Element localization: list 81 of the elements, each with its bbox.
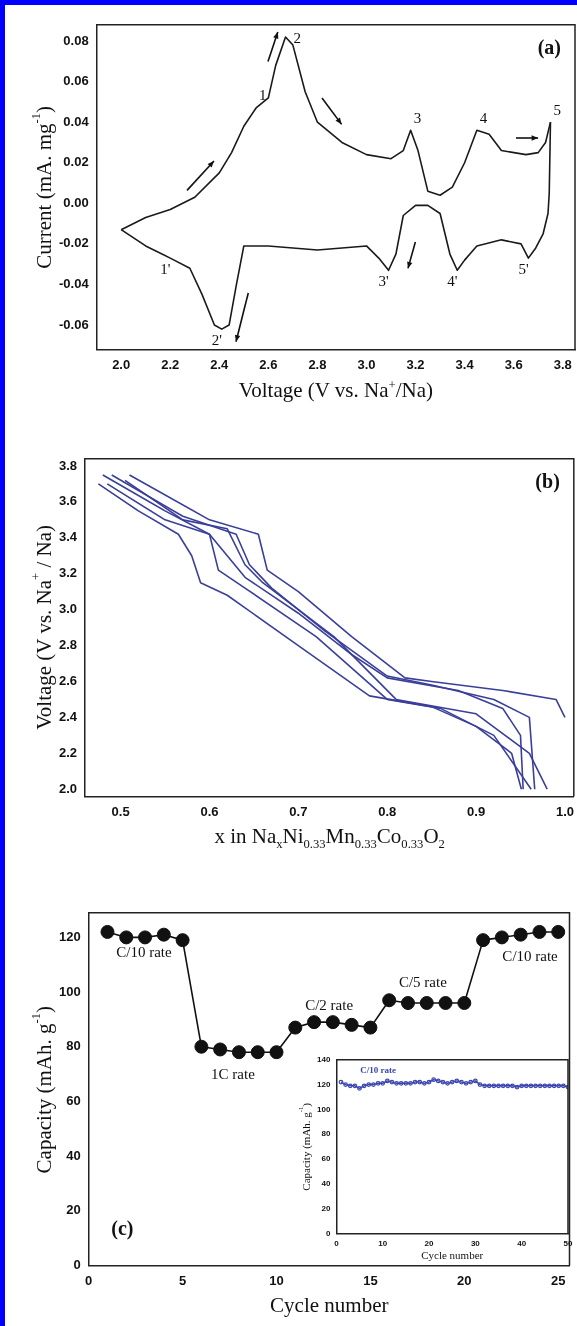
x-tick-label: 1.0: [555, 803, 574, 819]
x-tick-label: 2.4: [210, 356, 230, 372]
annotation: 3: [413, 109, 422, 126]
x-tick-label: 10: [378, 1239, 388, 1249]
y-tick-label: 80: [66, 1038, 81, 1054]
x-tick-label: 3.6: [504, 356, 523, 372]
y-tick-label: 2.8: [58, 637, 78, 653]
y-tick-label: 0.04: [63, 113, 90, 129]
x-tick-label: 0.7: [289, 803, 308, 819]
annotation: (a): [537, 35, 561, 59]
x-tick-label: 0.9: [467, 803, 486, 819]
y-tick-label: 0.08: [63, 32, 89, 48]
x-tick-label: 2.2: [161, 356, 180, 372]
y-tick-label: 3.6: [58, 493, 78, 509]
y-tick-label: 40: [66, 1147, 81, 1163]
x-tick-label: 15: [363, 1272, 378, 1288]
y-tick-label: 0.06: [63, 73, 89, 89]
y-tick-label: 20: [66, 1202, 81, 1218]
x-tick-label: 2.6: [259, 356, 278, 372]
annotation: C/10 rate: [116, 944, 173, 961]
x-tick-label: 3.0: [357, 356, 376, 372]
annotation: 2: [293, 29, 302, 46]
y-tick-label: -0.02: [58, 235, 89, 251]
annotation: C/10 rate: [360, 1064, 397, 1075]
x-tick-label: 3.8: [553, 356, 572, 372]
y-tick-label: 3.2: [58, 565, 78, 581]
y-tick-label: 3.0: [58, 601, 78, 617]
y-tick-label: 3.4: [58, 529, 78, 545]
y-tick-label: 60: [66, 1092, 81, 1108]
x-tick-label: 0: [334, 1239, 340, 1249]
annotation: (b): [535, 469, 560, 493]
x-axis-title: Cycle number: [270, 1293, 389, 1317]
annotation: (c): [111, 1217, 134, 1241]
y-tick-label: 120: [58, 928, 81, 944]
y-tick-label: 3.8: [58, 457, 78, 473]
y-tick-label: 2.6: [58, 673, 78, 689]
y-tick-label: 2.2: [58, 744, 78, 760]
x-tick-label: 0.6: [200, 803, 219, 819]
x-tick-label: 2.0: [112, 356, 131, 372]
annotation: 3': [378, 272, 390, 289]
annotation: 1C rate: [211, 1065, 256, 1082]
x-tick-label: 5: [178, 1272, 187, 1288]
y-tick-label: 2.0: [58, 780, 78, 796]
x-axis-title: Cycle number: [421, 1249, 484, 1261]
x-tick-label: 20: [457, 1272, 472, 1288]
y-tick-label: 120: [316, 1079, 331, 1089]
y-tick-label: 20: [321, 1203, 331, 1213]
x-tick-label: 10: [269, 1272, 284, 1288]
annotation: C/10 rate: [502, 947, 559, 964]
y-tick-label: 100: [58, 983, 81, 999]
annotation: 1: [259, 87, 267, 104]
y-tick-label: -0.06: [58, 316, 89, 332]
y-tick-label: 80: [321, 1129, 331, 1139]
y-tick-label: -0.04: [58, 276, 90, 292]
x-tick-label: 3.2: [406, 356, 425, 372]
annotation: 5: [553, 101, 561, 118]
x-axis-title: Voltage (V vs. Na$^{+}$/Na): [238, 378, 433, 402]
x-tick-label: 30: [470, 1239, 481, 1249]
annotation: C/5 rate: [398, 974, 448, 991]
y-tick-label: 0: [73, 1256, 81, 1272]
y-tick-label: 140: [316, 1055, 331, 1064]
y-tick-label: 0.00: [63, 194, 89, 210]
y-tick-label: 0: [325, 1228, 331, 1238]
x-tick-label: 3.4: [455, 356, 475, 372]
text: x in Na$_{x}$Ni$_{0.33}$Mn$_{0.33}$Co$_{0.33}$O$_{2}$: [214, 824, 445, 852]
y-tick-label: 0.02: [63, 154, 89, 170]
y-tick-label: 60: [321, 1154, 331, 1164]
annotation: 1': [160, 260, 171, 277]
x-tick-label: 25: [551, 1272, 566, 1288]
y-tick-label: 2.4: [58, 708, 78, 724]
annotation: 4': [447, 272, 458, 289]
annotation: 5': [518, 260, 529, 277]
x-tick-label: 40: [517, 1239, 527, 1249]
annotation: 4: [479, 109, 488, 126]
annotation: C/2 rate: [305, 997, 354, 1014]
x-tick-label: 0.5: [111, 803, 130, 819]
x-tick-label: 20: [424, 1239, 434, 1249]
y-tick-label: 40: [321, 1179, 331, 1188]
y-tick-label: 100: [316, 1104, 331, 1114]
x-tick-label: 0.8: [378, 803, 397, 819]
annotation: 2': [211, 331, 223, 348]
